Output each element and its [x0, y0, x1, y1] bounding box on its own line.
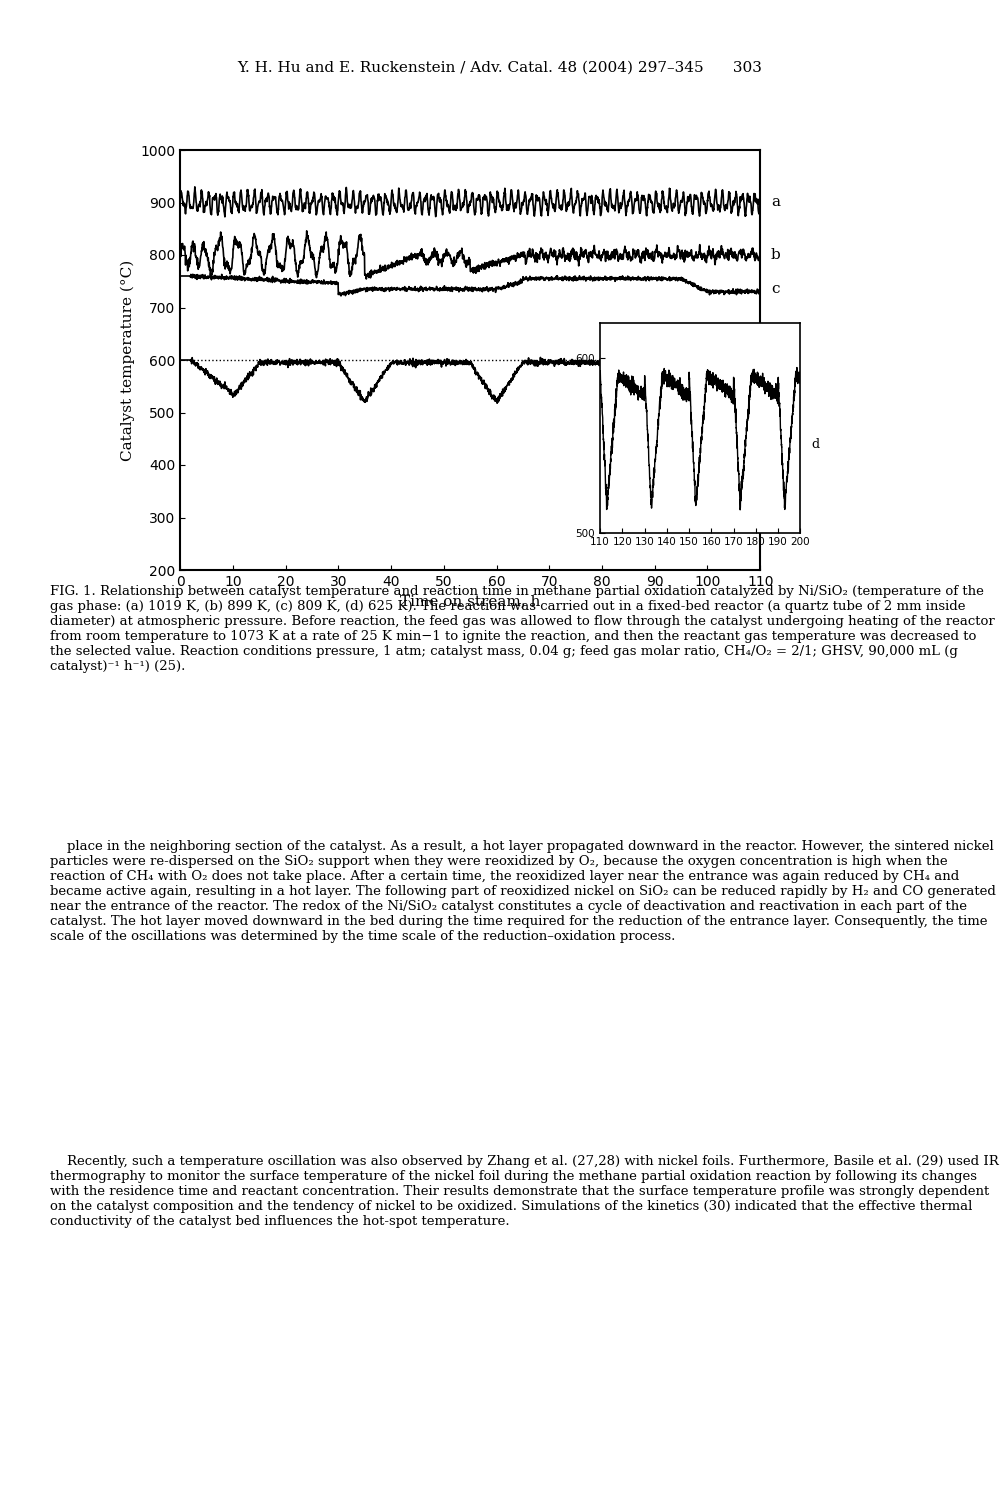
Text: FIG. 1. Relationship between catalyst temperature and reaction time in methane p: FIG. 1. Relationship between catalyst te… [50, 585, 994, 674]
Y-axis label: Catalyst temperature (°C): Catalyst temperature (°C) [120, 260, 134, 460]
Text: a: a [771, 195, 780, 210]
X-axis label: Time on stream, h: Time on stream, h [400, 594, 540, 609]
Text: Y. H. Hu and E. Ruckenstein / Adv. Catal. 48 (2004) 297–345      303: Y. H. Hu and E. Ruckenstein / Adv. Catal… [238, 60, 762, 75]
Text: Recently, such a temperature oscillation was also observed by Zhang et al. (27,2: Recently, such a temperature oscillation… [50, 1155, 998, 1228]
Text: b: b [771, 248, 780, 262]
Text: d: d [771, 356, 780, 369]
Text: c: c [771, 282, 779, 296]
Text: d: d [811, 438, 819, 452]
Text: place in the neighboring section of the catalyst. As a result, a hot layer propa: place in the neighboring section of the … [50, 840, 996, 944]
